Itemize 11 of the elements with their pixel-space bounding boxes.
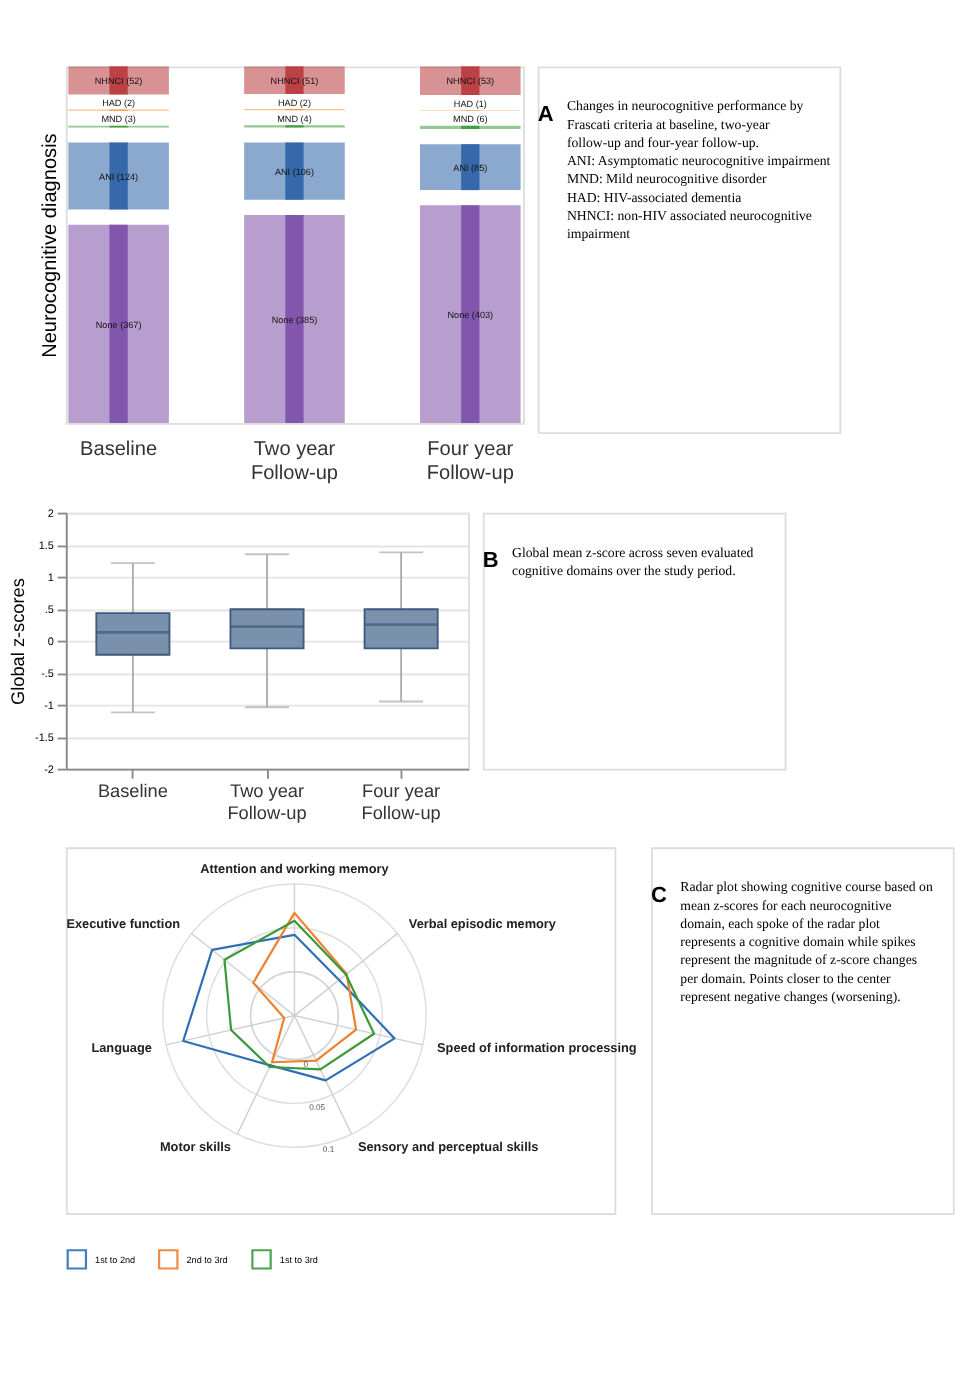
text: B: [482, 549, 499, 574]
category-label: Four year Follow-up: [426, 439, 515, 485]
y-axis-title: Global z-scores: [8, 577, 29, 705]
x-tick-label: Four year Follow-up: [361, 781, 441, 823]
x-tick-label: Two year Follow-up: [227, 781, 307, 823]
category-label: Baseline: [80, 439, 158, 462]
x-tick-label: Baseline: [97, 781, 168, 802]
text: A: [537, 103, 554, 128]
category-label: Two year Follow-up: [250, 439, 339, 485]
text: C: [651, 884, 668, 909]
text: Neurocognitive diagnosis: [39, 133, 62, 358]
